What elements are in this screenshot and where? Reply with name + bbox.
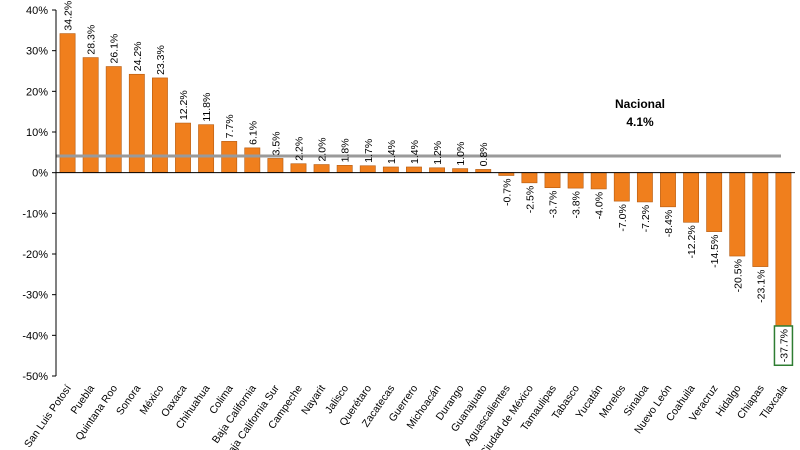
value-label: -0.7%	[501, 179, 513, 206]
value-label: 26.1%	[109, 34, 121, 64]
y-tick-label: -30%	[22, 290, 48, 302]
bar	[752, 172, 769, 267]
bar	[128, 73, 145, 173]
bar	[521, 172, 538, 184]
value-label: 28.3%	[86, 25, 98, 55]
highlight-box	[773, 325, 794, 367]
value-label: 3.5%	[270, 131, 282, 155]
reference-line-group: Nacional 4.1%	[56, 97, 781, 158]
reference-line-name: Nacional	[615, 97, 665, 111]
value-label: 1.8%	[340, 138, 352, 162]
bar	[290, 163, 307, 173]
y-tick-label: -20%	[22, 249, 48, 261]
reference-line-value: 4.1%	[626, 115, 654, 129]
value-label: -20.5%	[732, 259, 744, 292]
bar	[336, 165, 353, 173]
value-label: 12.2%	[178, 90, 190, 120]
category-label: Nayarit	[299, 383, 328, 417]
y-tick-label: 10%	[26, 127, 48, 139]
value-label: 2.0%	[317, 138, 329, 162]
bar	[429, 167, 445, 173]
value-label: -3.8%	[571, 191, 583, 218]
y-tick-label: 30%	[26, 46, 48, 58]
bar	[567, 172, 584, 189]
value-label: 11.8%	[201, 93, 213, 122]
bar	[313, 164, 330, 173]
bar	[544, 172, 561, 189]
value-label: 7.7%	[224, 114, 236, 138]
bar	[59, 33, 76, 173]
bar	[660, 172, 676, 208]
value-label: 2.2%	[293, 137, 305, 161]
axes-group	[52, 9, 795, 377]
bar	[267, 158, 284, 173]
bar	[406, 166, 422, 173]
bar	[198, 124, 215, 173]
value-label: 6.1%	[247, 121, 259, 145]
y-tick-label: -10%	[22, 208, 48, 220]
bar	[683, 172, 699, 223]
value-label: -37.7%	[778, 329, 790, 362]
value-label: -3.7%	[548, 191, 560, 218]
value-label: -2.5%	[524, 186, 536, 213]
y-tick-label: 0%	[32, 168, 48, 180]
value-label: 1.2%	[432, 141, 444, 165]
value-label: -7.2%	[640, 205, 652, 232]
value-label: 34.2%	[63, 1, 75, 31]
value-label: 23.3%	[155, 45, 167, 75]
bars-group	[59, 33, 792, 327]
value-label: 1.0%	[455, 142, 467, 166]
value-label: -4.0%	[594, 192, 606, 219]
y-tick-label: -50%	[22, 371, 48, 383]
bar	[175, 122, 191, 173]
bar	[706, 172, 723, 232]
bar	[359, 165, 376, 173]
y-tick-label: 40%	[26, 5, 48, 17]
bar	[382, 166, 399, 173]
bar	[152, 77, 168, 173]
value-label: -8.4%	[663, 210, 675, 237]
value-label: 0.8%	[478, 142, 490, 166]
y-tick-label: 20%	[26, 86, 48, 98]
y-tick-label: -40%	[22, 330, 48, 342]
value-label: -7.0%	[617, 204, 629, 231]
bar	[452, 168, 469, 173]
value-label: -12.2%	[686, 225, 698, 258]
bar	[613, 172, 630, 202]
y-tick-labels: 40% 30% 20% 10% 0% -10% -20% -30% -40% -50%	[22, 5, 48, 383]
value-label: -14.5%	[709, 235, 721, 268]
value-labels: 34.2% 28.3% 26.1% 24.2% 23.3% 12.2% 11.8% 7.7% 6…	[63, 1, 794, 367]
value-label: 1.7%	[363, 139, 375, 163]
bar	[775, 172, 792, 327]
value-label: 1.4%	[386, 140, 398, 164]
bar	[729, 172, 746, 257]
bar	[590, 172, 607, 190]
category-label: San Luis Potosí	[22, 383, 74, 450]
value-label: 24.2%	[132, 41, 144, 71]
value-label: 1.4%	[409, 140, 421, 164]
bar	[636, 172, 653, 203]
value-label: -23.1%	[755, 270, 767, 303]
bar	[244, 147, 261, 173]
